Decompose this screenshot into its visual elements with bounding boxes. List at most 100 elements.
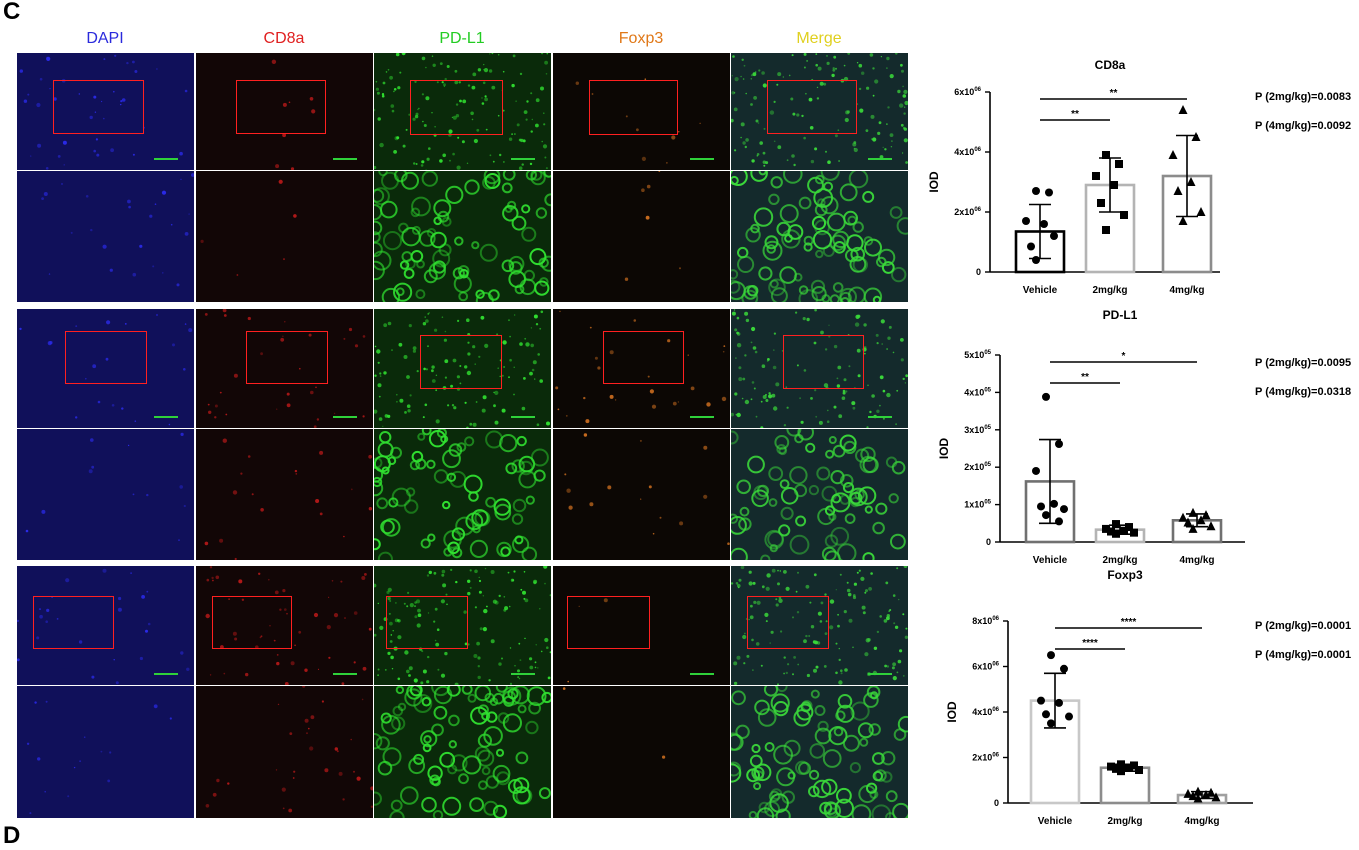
data-point [1065,712,1073,721]
data-point [1102,151,1110,159]
data-point [1120,526,1128,535]
y-axis-label: IOD [937,438,951,460]
micrograph-tile [374,686,551,818]
significance-stars: ** [1110,88,1118,99]
scale-bar [868,416,892,418]
channel-label-dapi: DAPI [86,30,124,47]
micrograph-tile [196,309,373,428]
channel-label-merge: Merge [796,30,842,47]
y-tick-label: 5x1005 [964,350,991,360]
y-tick-label: 2x1006 [972,753,999,763]
y-tick-label: 1x1005 [964,500,991,510]
data-point [1050,232,1058,240]
channel-label-cd8a: CD8a [263,30,305,47]
micrograph-tile [17,429,194,560]
data-point [1188,523,1198,533]
y-tick-label: 0 [986,537,991,547]
data-point [1050,499,1058,508]
data-point [1173,186,1183,195]
micrograph-tile [553,686,730,818]
category-label: 2mg/kg [1092,285,1127,296]
significance-stars: **** [1121,617,1137,628]
region-of-interest-box [65,331,147,384]
micrograph-tile [731,171,908,302]
category-label: 4mg/kg [1179,555,1214,566]
micrograph-tile [731,566,908,685]
data-point [1201,790,1211,800]
micrograph-tile [196,686,373,818]
data-point [1191,132,1201,141]
data-point [1060,664,1068,673]
y-tick-label: 8x1006 [972,616,999,626]
y-tick-label: 4x1006 [972,707,999,717]
category-label: 4mg/kg [1184,816,1219,827]
data-point [1183,788,1193,798]
data-point [1206,521,1216,531]
scale-bar [690,158,714,160]
data-point [1206,787,1216,797]
region-of-interest-box [783,335,864,389]
data-point [1193,793,1203,803]
category-label: Vehicle [1023,285,1058,296]
y-tick-label: 0 [976,267,981,277]
data-point [1188,507,1198,517]
data-point [1032,187,1040,195]
micrograph-tile [196,53,373,170]
scale-bar [690,673,714,675]
data-point [1117,760,1125,769]
data-point [1022,217,1030,225]
data-point [1186,177,1196,186]
p-value-text: P (2mg/kg)=0.0083 [1255,91,1352,103]
scale-bar [333,673,357,675]
data-point [1117,767,1125,776]
category-label: Vehicle [1038,816,1073,827]
y-tick-label: 3x1005 [964,425,991,435]
data-point [1178,512,1188,522]
micrograph-tile [17,171,194,302]
significance-stars: **** [1082,638,1098,649]
micrograph-tile [553,171,730,302]
micrograph-tile [374,566,551,685]
data-point [1130,761,1138,770]
scale-bar [154,158,178,160]
region-of-interest-box [420,335,502,389]
data-point [1055,698,1063,707]
micrograph-tile [374,309,551,428]
data-point [1102,226,1110,234]
data-point [1115,160,1123,168]
chart-title: CD8a [1095,58,1126,72]
data-point [1102,524,1110,533]
region-of-interest-box [767,80,857,134]
micrograph-tile [553,53,730,170]
scale-bar [511,416,535,418]
y-axis-label: IOD [945,701,959,723]
micrograph-tile [17,566,194,685]
region-of-interest-box [53,80,144,134]
y-axis-label: IOD [927,171,941,193]
micrograph-tile [731,309,908,428]
scale-bar [511,673,535,675]
micrograph-tile [731,429,908,560]
micrograph-tile [17,686,194,818]
region-of-interest-box [33,596,114,649]
data-point [1032,256,1040,264]
data-point [1110,181,1118,189]
data-point [1055,517,1063,526]
data-point [1112,529,1120,538]
data-point [1042,392,1050,401]
region-of-interest-box [567,596,650,649]
data-point [1196,207,1206,216]
data-point [1112,520,1120,529]
scale-bar [154,673,178,675]
data-point [1211,792,1221,802]
micrograph-tile [374,171,551,302]
data-point [1112,764,1120,773]
data-point [1120,211,1128,219]
data-point [1042,710,1050,719]
data-point [1125,763,1133,772]
data-point [1107,527,1115,536]
data-point [1168,150,1178,159]
p-value-text: P (4mg/kg)=0.0001 [1255,649,1352,661]
chart-title: Foxp3 [1107,568,1143,582]
